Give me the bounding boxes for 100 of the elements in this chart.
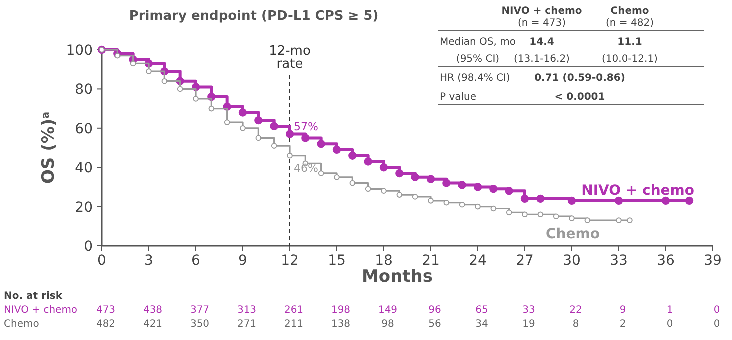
series-label: NIVO + chemo bbox=[582, 182, 695, 199]
annotation: < 0.0001 bbox=[554, 92, 606, 103]
x-tick-label: 0 bbox=[98, 253, 106, 269]
point bbox=[365, 186, 372, 192]
x-tick-label: 27 bbox=[516, 253, 534, 269]
annotation: (95% CI) bbox=[456, 54, 500, 65]
annotation: (10.0-12.1) bbox=[602, 54, 658, 65]
point bbox=[271, 143, 278, 149]
text: (n = 482) bbox=[606, 18, 654, 29]
point bbox=[162, 78, 168, 84]
point bbox=[584, 218, 591, 224]
point bbox=[254, 116, 263, 125]
point bbox=[627, 218, 633, 224]
point bbox=[614, 196, 624, 206]
annotation: 57% bbox=[294, 120, 318, 134]
point bbox=[208, 106, 215, 112]
point bbox=[505, 187, 514, 196]
y-tick-label: 80 bbox=[75, 82, 93, 98]
text: NIVO + chemo bbox=[502, 6, 582, 17]
point bbox=[662, 196, 670, 206]
text: 14.4 bbox=[530, 37, 554, 48]
x-axis-title: Months bbox=[362, 267, 434, 287]
text: 11.1 bbox=[618, 37, 642, 48]
x-tick-label: 3 bbox=[144, 253, 154, 269]
x-tick-label: 33 bbox=[610, 253, 628, 269]
x-tick-label: 24 bbox=[469, 253, 487, 269]
point bbox=[318, 170, 324, 176]
y-tick-label: 0 bbox=[84, 239, 93, 255]
point bbox=[302, 134, 310, 142]
text: (n = 473) bbox=[518, 18, 566, 29]
x-tick-label: 12 bbox=[281, 253, 299, 269]
point bbox=[459, 202, 466, 208]
x-tick-label: 21 bbox=[422, 253, 440, 269]
annotation: 0.71 (0.59-0.86) bbox=[534, 73, 626, 84]
point bbox=[411, 173, 420, 182]
text: 482 421 350 271 211 138 98 56 34 19 8 2 0 0 bbox=[96, 319, 720, 330]
point bbox=[428, 198, 434, 204]
point bbox=[490, 185, 498, 194]
x-tick-label: 6 bbox=[192, 253, 201, 269]
point bbox=[444, 200, 450, 206]
point bbox=[380, 164, 388, 172]
y-tick-label: 40 bbox=[75, 160, 93, 177]
series-label: Chemo bbox=[546, 226, 600, 243]
point bbox=[426, 175, 436, 184]
point bbox=[334, 174, 340, 180]
y-tick-label: 100 bbox=[66, 43, 93, 59]
point bbox=[490, 206, 497, 212]
point bbox=[270, 122, 278, 131]
point bbox=[114, 52, 121, 59]
text: Chemo bbox=[4, 319, 40, 330]
ref-line-label: 12-mo rate bbox=[269, 44, 311, 72]
point bbox=[538, 212, 544, 218]
point bbox=[381, 188, 387, 194]
chart-title: Primary endpoint (PD-L1 CPS ≥ 5) bbox=[129, 9, 379, 24]
point bbox=[193, 96, 199, 102]
point bbox=[224, 120, 230, 126]
point bbox=[364, 158, 372, 166]
point bbox=[396, 169, 404, 178]
point bbox=[317, 140, 326, 148]
x-tick-label: 15 bbox=[328, 253, 346, 269]
x-tick-label: 39 bbox=[704, 253, 722, 269]
point bbox=[616, 218, 622, 224]
text: NIVO + chemo bbox=[4, 305, 78, 316]
point bbox=[332, 146, 342, 154]
annotation: 46% bbox=[294, 162, 318, 175]
point bbox=[287, 152, 293, 159]
y-tick-label: 60 bbox=[75, 121, 93, 138]
point bbox=[350, 180, 356, 186]
y-tick-label: 20 bbox=[75, 200, 93, 216]
x-tick-label: 9 bbox=[238, 253, 248, 269]
point bbox=[396, 192, 403, 198]
point bbox=[475, 204, 481, 210]
text: Chemo bbox=[610, 6, 650, 17]
point bbox=[568, 196, 576, 206]
annotation: HR (98.4% CI) bbox=[440, 73, 510, 84]
point bbox=[256, 135, 262, 142]
point bbox=[412, 194, 418, 200]
point bbox=[522, 212, 528, 218]
text: 473 438 377 313 261 198 149 96 65 33 22 9 1 0 bbox=[96, 305, 720, 316]
annotation: P value bbox=[440, 92, 477, 103]
point bbox=[240, 126, 246, 132]
point bbox=[536, 194, 545, 204]
point bbox=[146, 68, 152, 74]
point bbox=[238, 108, 248, 117]
point bbox=[569, 216, 575, 222]
annotation: (13.1-16.2) bbox=[514, 54, 570, 65]
point bbox=[348, 152, 357, 160]
text: Median OS, mo bbox=[440, 37, 516, 48]
point bbox=[520, 194, 530, 204]
text: No. at risk bbox=[4, 291, 63, 302]
x-tick-label: 36 bbox=[657, 253, 675, 269]
x-tick-label: 30 bbox=[563, 253, 581, 269]
x-tick-label: 18 bbox=[375, 253, 393, 269]
point bbox=[474, 183, 482, 192]
point bbox=[458, 181, 466, 190]
point bbox=[685, 196, 694, 206]
point bbox=[286, 130, 294, 138]
point bbox=[130, 60, 136, 67]
point bbox=[553, 214, 560, 220]
point bbox=[442, 179, 451, 188]
